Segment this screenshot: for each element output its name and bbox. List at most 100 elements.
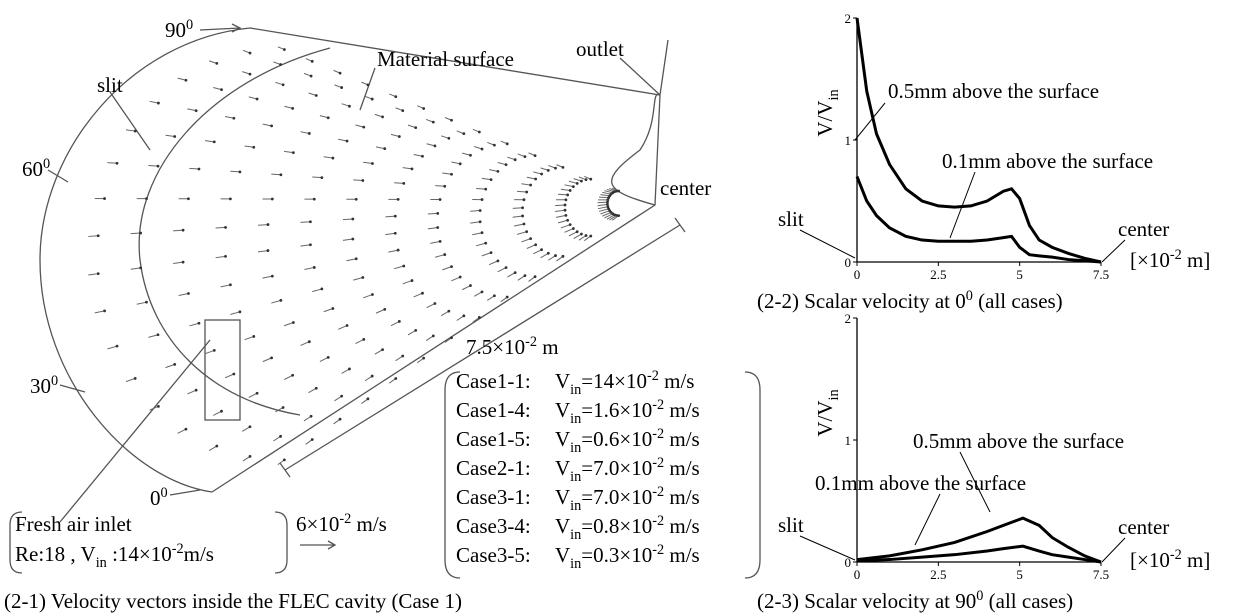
vector-dot bbox=[421, 292, 424, 295]
diagram-label: 00 bbox=[150, 485, 168, 510]
vector-dot bbox=[450, 336, 453, 339]
vector-arrow bbox=[300, 222, 310, 223]
vector-dot bbox=[566, 194, 569, 197]
vector-dot bbox=[381, 348, 384, 351]
vector-dot bbox=[414, 329, 417, 332]
vector-dot bbox=[554, 254, 557, 257]
vector-dot bbox=[576, 230, 579, 233]
annotation: 0.5mm above the surface bbox=[888, 79, 1099, 103]
text-sub: in bbox=[570, 527, 581, 543]
text-part: V bbox=[555, 543, 570, 567]
vector-arrow bbox=[513, 216, 523, 217]
vector-dot bbox=[484, 242, 487, 245]
diagram-label: center bbox=[660, 176, 711, 200]
vector-dot bbox=[157, 333, 160, 336]
vector-dot bbox=[315, 94, 318, 97]
chart-caption: (2-3) Scalar velocity at 900 (all cases) bbox=[757, 588, 1073, 613]
vector-arrow bbox=[258, 225, 268, 226]
vector-dot bbox=[145, 301, 148, 304]
x-tick-label: 0 bbox=[854, 567, 861, 582]
diagram-caption: (2-1) Velocity vectors inside the FLEC c… bbox=[4, 589, 462, 613]
vector-dot bbox=[397, 198, 400, 201]
vector-dot bbox=[422, 107, 425, 110]
x-tick-label: 0 bbox=[854, 267, 861, 282]
text-part: (2-2) Scalar velocity at 0 bbox=[757, 289, 966, 313]
vector-arrow bbox=[353, 180, 363, 181]
text-part: m] bbox=[1182, 548, 1211, 572]
text-part: Fresh air inlet bbox=[15, 512, 132, 536]
vector-dot bbox=[213, 140, 216, 143]
vector-arrow bbox=[216, 227, 226, 228]
text-sup: -2 bbox=[1170, 547, 1182, 563]
text-sub: in bbox=[570, 556, 581, 572]
vector-arrow bbox=[527, 245, 536, 249]
vector-arrow bbox=[353, 277, 363, 280]
vector-dot bbox=[564, 209, 567, 212]
diagram-label: 6×10-2 m/s bbox=[296, 511, 387, 536]
case-name: Case1-1: bbox=[456, 369, 531, 393]
text-part: =7.0×10 bbox=[581, 456, 652, 480]
vector-dot bbox=[215, 445, 218, 448]
vector-dot bbox=[229, 283, 232, 286]
vector-dot bbox=[346, 324, 349, 327]
text-sup: -2 bbox=[1170, 247, 1182, 263]
vector-dot bbox=[157, 165, 160, 168]
vector-dot bbox=[339, 72, 342, 75]
vector-dot bbox=[401, 355, 404, 358]
x-tick-label: 7.5 bbox=[1093, 567, 1109, 582]
vector-dot bbox=[534, 178, 537, 181]
y-axis-label: V/Vin bbox=[813, 389, 842, 436]
vector-dot bbox=[362, 126, 365, 129]
text-sup: 0 bbox=[976, 588, 983, 604]
text-part: 90 bbox=[165, 18, 186, 42]
vector-arrow bbox=[324, 309, 333, 312]
vector-dot bbox=[534, 154, 537, 157]
vector-arrow bbox=[304, 267, 314, 269]
vector-arrow bbox=[131, 268, 141, 269]
vector-arrow bbox=[312, 289, 322, 292]
case-speed: Vin=1.6×10-2 m/s bbox=[555, 397, 700, 427]
text-part: Re:18 , V bbox=[15, 542, 96, 566]
vector-dot bbox=[252, 146, 255, 149]
vector-dot bbox=[256, 98, 259, 101]
diagram-label: outlet bbox=[576, 37, 624, 61]
vector-dot bbox=[232, 373, 235, 376]
vector-dot bbox=[572, 227, 575, 230]
leader-line bbox=[800, 536, 855, 560]
vector-dot bbox=[361, 276, 364, 279]
vector-arrow bbox=[517, 191, 527, 192]
vector-dot bbox=[493, 144, 496, 147]
vector-dot bbox=[239, 310, 242, 313]
vector-arrow bbox=[428, 227, 438, 228]
text-sup: -2 bbox=[525, 334, 537, 350]
text-part: m] bbox=[1182, 248, 1211, 272]
text-part: :14×10 bbox=[107, 542, 172, 566]
x-axis-label: [×10-2 m] bbox=[1130, 247, 1210, 272]
vector-dot bbox=[291, 374, 294, 377]
text-sub: in bbox=[826, 89, 842, 100]
vector-dot bbox=[576, 182, 579, 185]
text-part: (2-3) Scalar velocity at 90 bbox=[757, 589, 976, 613]
vector-dot bbox=[443, 185, 446, 188]
vector-dot bbox=[479, 220, 482, 223]
vector-dot bbox=[394, 377, 397, 380]
vector-dot bbox=[283, 48, 286, 51]
text-sup: -2 bbox=[652, 397, 664, 413]
leader-line bbox=[915, 494, 940, 545]
vector-dot bbox=[157, 102, 160, 105]
vector-arrow bbox=[521, 239, 530, 242]
vector-arrow bbox=[565, 229, 574, 233]
vector-dot bbox=[134, 377, 137, 380]
vector-arrow bbox=[385, 216, 395, 217]
x-tick-label: 5 bbox=[1016, 567, 1023, 582]
vector-dot bbox=[562, 255, 565, 258]
vector-arrow bbox=[476, 188, 486, 189]
vector-dot bbox=[292, 151, 295, 154]
vector-dot bbox=[447, 310, 450, 313]
vector-arrow bbox=[88, 274, 98, 275]
vector-dot bbox=[589, 178, 592, 181]
vector-dot bbox=[224, 226, 227, 229]
vector-arrow bbox=[148, 165, 158, 166]
y-tick-label: 1 bbox=[845, 133, 852, 148]
y-tick-label: 2 bbox=[845, 11, 852, 26]
